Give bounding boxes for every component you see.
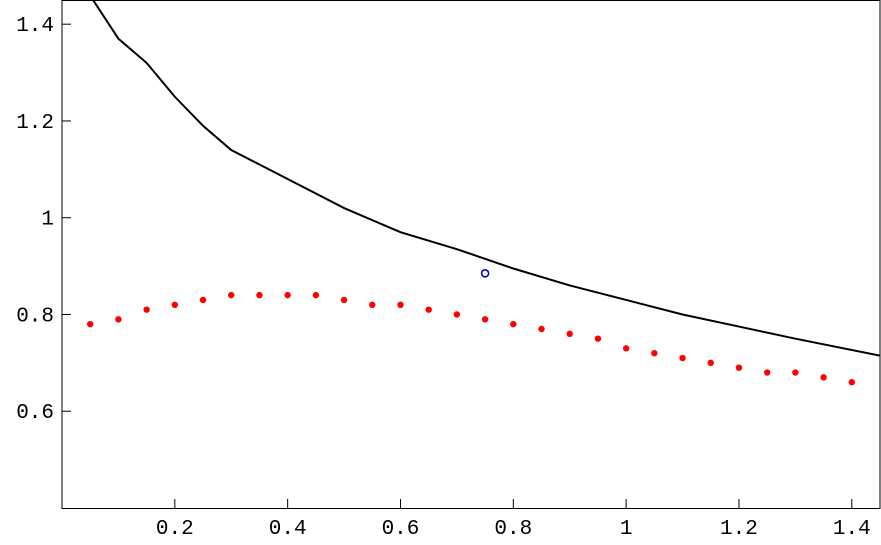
point [369,301,376,308]
frame [61,0,881,509]
point [199,296,207,304]
point [566,330,573,338]
point [538,325,545,333]
point [820,374,827,381]
point [284,291,291,299]
point [425,306,432,313]
point [679,354,686,362]
point [312,291,320,299]
point [763,369,771,376]
point [115,316,122,323]
point [735,364,743,371]
x-tick-label: 0.8 [494,518,532,541]
point [651,349,658,357]
x-tick-label: 1.4 [833,518,871,541]
point [340,296,348,304]
y-tick-label: 1 [41,209,54,232]
x-tick-label: 1.2 [720,518,758,541]
y-tick-label: 0.8 [16,305,54,328]
x-tick-label: 0.6 [382,518,420,541]
point [707,359,714,367]
point [87,320,94,328]
point [481,316,489,323]
point [256,291,263,299]
x-tick-label: 1 [620,518,633,541]
y-tick-label: 1.2 [16,112,54,135]
point [622,345,630,352]
point [143,306,150,313]
point [594,335,602,342]
y-tick-label: 0.6 [16,402,54,425]
x-tick-label: 0.2 [156,518,194,541]
x-tick-label: 0.4 [269,518,307,541]
point [453,311,461,318]
point [792,369,799,376]
point [397,301,404,308]
y-tick-label: 1.4 [16,15,54,38]
open-point [480,269,490,278]
curve [92,0,880,357]
point [848,379,855,386]
point [228,291,235,299]
point [510,320,517,328]
point [171,301,179,308]
